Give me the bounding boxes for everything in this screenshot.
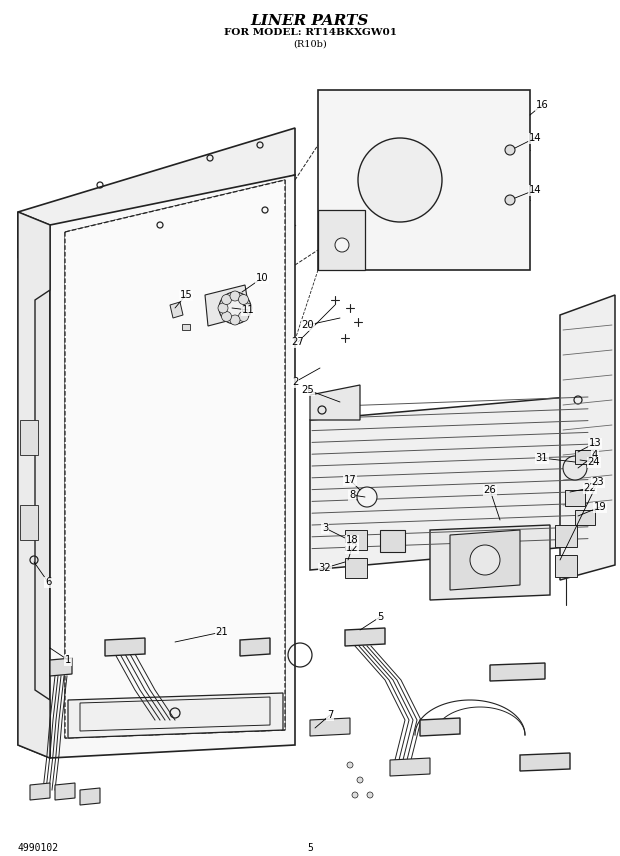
Polygon shape	[520, 753, 570, 771]
Bar	[555, 555, 577, 577]
Text: 4990102: 4990102	[18, 843, 59, 853]
Circle shape	[505, 195, 515, 205]
Polygon shape	[310, 385, 360, 420]
Text: 26: 26	[484, 485, 497, 495]
Polygon shape	[68, 693, 283, 738]
Circle shape	[563, 456, 587, 480]
Text: 19: 19	[593, 502, 606, 512]
Polygon shape	[318, 210, 365, 270]
Polygon shape	[105, 638, 145, 656]
Text: 2: 2	[292, 377, 298, 387]
Text: (R10b): (R10b)	[293, 40, 327, 49]
Text: 8: 8	[349, 490, 355, 500]
Circle shape	[367, 792, 373, 798]
Text: LINER PARTS: LINER PARTS	[251, 14, 369, 28]
Circle shape	[219, 292, 251, 324]
Circle shape	[239, 312, 249, 322]
Text: 25: 25	[301, 385, 314, 395]
Text: 3: 3	[322, 523, 328, 533]
Text: FOR MODEL: RT14BKXGW01: FOR MODEL: RT14BKXGW01	[223, 28, 397, 37]
Text: 5: 5	[307, 843, 313, 853]
Polygon shape	[50, 175, 295, 758]
Polygon shape	[345, 628, 385, 646]
Polygon shape	[205, 285, 250, 326]
Text: 17: 17	[343, 475, 356, 485]
Polygon shape	[30, 783, 50, 800]
Polygon shape	[430, 525, 550, 600]
Circle shape	[218, 303, 228, 313]
Text: 23: 23	[591, 477, 604, 487]
Polygon shape	[18, 212, 50, 758]
Polygon shape	[450, 530, 520, 590]
Text: 16: 16	[536, 100, 548, 110]
Circle shape	[357, 777, 363, 783]
Text: 1: 1	[65, 655, 71, 665]
Polygon shape	[560, 295, 615, 580]
Circle shape	[347, 762, 353, 768]
Text: 14: 14	[529, 185, 541, 195]
Text: 5: 5	[377, 612, 383, 622]
Polygon shape	[50, 658, 72, 676]
Circle shape	[352, 792, 358, 798]
Bar	[345, 558, 367, 578]
Text: 31: 31	[536, 453, 548, 463]
Polygon shape	[18, 128, 295, 258]
Circle shape	[221, 294, 231, 305]
Polygon shape	[420, 718, 460, 736]
Text: 22: 22	[583, 483, 596, 493]
Text: 32: 32	[319, 563, 331, 573]
Text: 10: 10	[255, 273, 268, 283]
Polygon shape	[20, 420, 38, 455]
Circle shape	[505, 145, 515, 155]
Text: 11: 11	[242, 305, 254, 315]
Bar	[380, 530, 405, 552]
Polygon shape	[18, 212, 50, 758]
Text: 12: 12	[345, 543, 358, 553]
Text: 14: 14	[529, 133, 541, 143]
Polygon shape	[310, 395, 590, 570]
Bar	[575, 450, 593, 464]
Circle shape	[358, 138, 442, 222]
Circle shape	[230, 315, 240, 325]
Circle shape	[335, 238, 349, 252]
Text: 7: 7	[327, 710, 333, 720]
Polygon shape	[65, 180, 285, 738]
Text: 18: 18	[346, 535, 358, 545]
Polygon shape	[310, 718, 350, 736]
Circle shape	[242, 303, 252, 313]
Polygon shape	[170, 302, 183, 318]
Circle shape	[470, 545, 500, 575]
Circle shape	[357, 487, 377, 507]
Circle shape	[221, 312, 231, 322]
Bar	[182, 324, 190, 330]
Text: 13: 13	[588, 438, 601, 448]
Text: 21: 21	[216, 627, 228, 637]
Text: 20: 20	[302, 320, 314, 330]
Polygon shape	[80, 788, 100, 805]
Text: 4: 4	[592, 450, 598, 460]
Polygon shape	[55, 783, 75, 800]
Polygon shape	[390, 758, 430, 776]
Circle shape	[230, 291, 240, 301]
Bar	[555, 525, 577, 547]
Bar	[345, 530, 367, 550]
Text: 27: 27	[291, 337, 304, 347]
Text: 24: 24	[588, 457, 600, 467]
Polygon shape	[490, 663, 545, 681]
Circle shape	[239, 294, 249, 305]
Bar	[565, 490, 585, 506]
Text: 6: 6	[45, 577, 51, 587]
Polygon shape	[318, 90, 530, 270]
Polygon shape	[20, 505, 38, 540]
Bar	[575, 510, 595, 525]
Text: 15: 15	[180, 290, 192, 300]
Polygon shape	[240, 638, 270, 656]
